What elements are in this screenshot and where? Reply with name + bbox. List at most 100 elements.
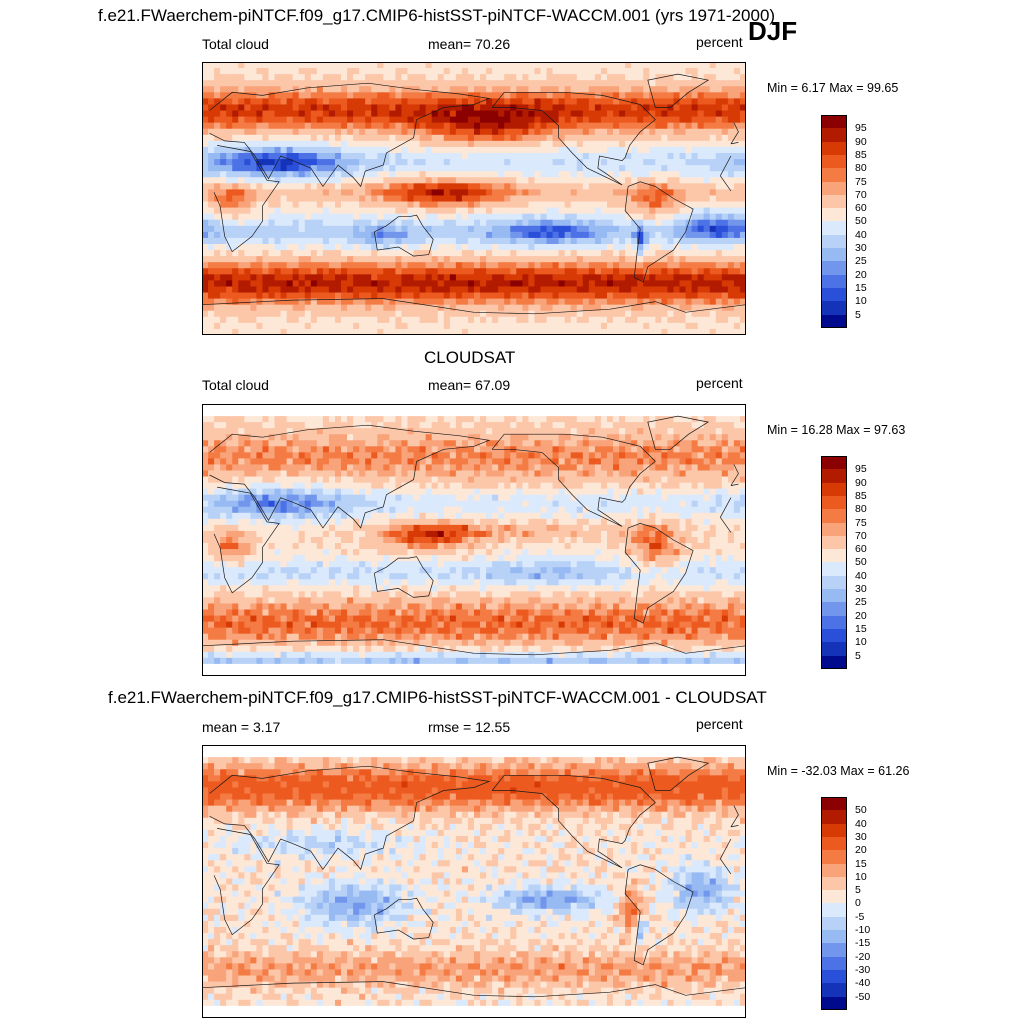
field-cell	[504, 177, 511, 184]
field-cell	[431, 116, 439, 124]
field-cell	[395, 183, 403, 190]
field-cell	[425, 153, 433, 160]
field-cell	[310, 140, 318, 148]
field-cell	[570, 86, 578, 93]
field-cell	[268, 274, 276, 281]
field-cell	[673, 304, 681, 312]
field-cell	[407, 237, 415, 245]
field-cell	[564, 153, 572, 160]
field-cell	[715, 68, 723, 75]
field-cell	[383, 104, 390, 112]
field-cell	[371, 128, 378, 136]
field-cell	[334, 219, 342, 227]
field-cell	[208, 92, 215, 99]
field-cell	[709, 134, 717, 142]
field-cell	[359, 244, 366, 251]
field-cell	[733, 286, 741, 294]
field-cell	[643, 68, 650, 75]
field-cell	[582, 280, 590, 288]
field-cell	[715, 171, 723, 178]
field-cell	[377, 310, 384, 318]
field-cell	[467, 74, 475, 81]
field-cell	[667, 416, 675, 423]
field-cell	[673, 62, 681, 69]
field-cell	[238, 80, 245, 87]
field-cell	[504, 62, 511, 69]
field-cell	[286, 452, 294, 459]
field-cell	[570, 207, 578, 215]
field-cell	[238, 292, 245, 300]
field-cell	[365, 446, 372, 453]
field-cell	[715, 213, 723, 221]
field-cell	[413, 328, 421, 335]
field-cell	[298, 140, 306, 148]
field-cell	[401, 262, 409, 269]
field-cell	[274, 256, 282, 263]
field-cell	[613, 458, 620, 466]
field-cell	[522, 274, 529, 281]
field-cell	[691, 98, 699, 106]
field-cell	[286, 195, 294, 203]
field-cell	[208, 68, 215, 75]
field-cell	[256, 304, 264, 312]
field-cell	[383, 134, 390, 142]
field-cell	[697, 219, 705, 227]
field-cell	[365, 189, 372, 197]
field-cell	[220, 165, 227, 172]
field-cell	[606, 165, 614, 172]
field-cell	[226, 219, 233, 227]
field-cell	[588, 286, 596, 294]
field-cell	[522, 256, 529, 263]
field-cell	[341, 458, 348, 466]
field-cell	[685, 134, 693, 142]
field-cell	[226, 274, 233, 281]
field-cell	[419, 183, 427, 190]
field-cell	[637, 207, 644, 215]
field-cell	[244, 92, 251, 99]
field-cell	[697, 262, 705, 269]
field-cell	[552, 256, 560, 263]
field-cell	[679, 219, 687, 227]
field-cell	[383, 322, 390, 330]
field-cell	[546, 231, 554, 239]
field-cell	[328, 177, 336, 184]
field-cell	[613, 440, 620, 447]
field-cell	[455, 304, 463, 312]
field-cell	[570, 268, 578, 275]
field-cell	[679, 310, 687, 318]
field-cell	[522, 328, 529, 335]
field-cell	[371, 262, 378, 269]
field-cell	[576, 292, 584, 300]
field-cell	[280, 62, 288, 69]
field-cell	[413, 440, 421, 447]
field-cell	[546, 195, 554, 203]
field-cell	[413, 92, 421, 99]
field-cell	[443, 80, 451, 87]
field-cell	[292, 165, 300, 172]
field-cell	[486, 183, 493, 190]
field-cell	[407, 428, 415, 435]
field-cell	[739, 298, 746, 306]
field-cell	[564, 256, 572, 263]
field-cell	[486, 416, 493, 423]
field-cell	[310, 165, 318, 172]
field-cell	[220, 292, 227, 300]
field-cell	[238, 134, 245, 142]
field-cell	[733, 74, 741, 81]
field-cell	[220, 268, 227, 275]
field-cell	[649, 328, 656, 335]
field-cell	[244, 458, 251, 466]
field-cell	[365, 322, 372, 330]
field-cell	[461, 262, 469, 269]
field-cell	[250, 195, 257, 203]
field-cell	[316, 416, 324, 423]
field-cell	[486, 458, 493, 466]
field-cell	[437, 231, 445, 239]
field-cell	[522, 458, 529, 466]
field-cell	[703, 177, 711, 184]
field-cell	[268, 134, 276, 142]
field-cell	[498, 422, 505, 429]
field-cell	[546, 452, 554, 459]
field-cell	[322, 322, 330, 330]
field-cell	[359, 416, 366, 423]
